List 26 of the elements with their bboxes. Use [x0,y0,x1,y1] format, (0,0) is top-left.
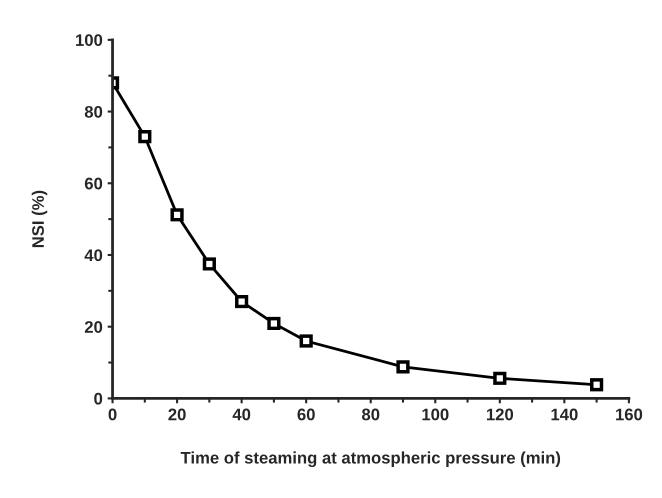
y-tick-label: 20 [84,321,102,333]
x-tick-label: 60 [298,408,315,420]
point [590,378,604,392]
point [138,130,152,144]
x-tick-label: 0 [108,408,116,420]
x-tick-label: 140 [552,408,578,420]
point [235,294,248,308]
x-tick-label: 80 [362,408,380,420]
y-tick-label: 100 [76,34,102,46]
x-axis-title: Time of steaming at atmospheric pressure (min) [180,451,560,468]
point [493,372,506,385]
point [202,257,216,271]
x-tick-label: 40 [232,408,250,420]
x-tick-label: 160 [616,408,642,420]
point [170,208,184,222]
point [267,316,280,330]
y-tick-label: 0 [94,392,102,405]
point [396,360,410,374]
y-tick-label: 40 [84,249,102,262]
y-axis-title: NSI (%) [32,190,48,248]
x-tick-label: 100 [422,408,448,420]
x-tick-label: 120 [486,408,514,420]
x-tick-label: 20 [168,408,186,420]
y-tick-label: 80 [84,106,102,118]
point [300,334,313,348]
y-tick-label: 60 [84,178,102,190]
